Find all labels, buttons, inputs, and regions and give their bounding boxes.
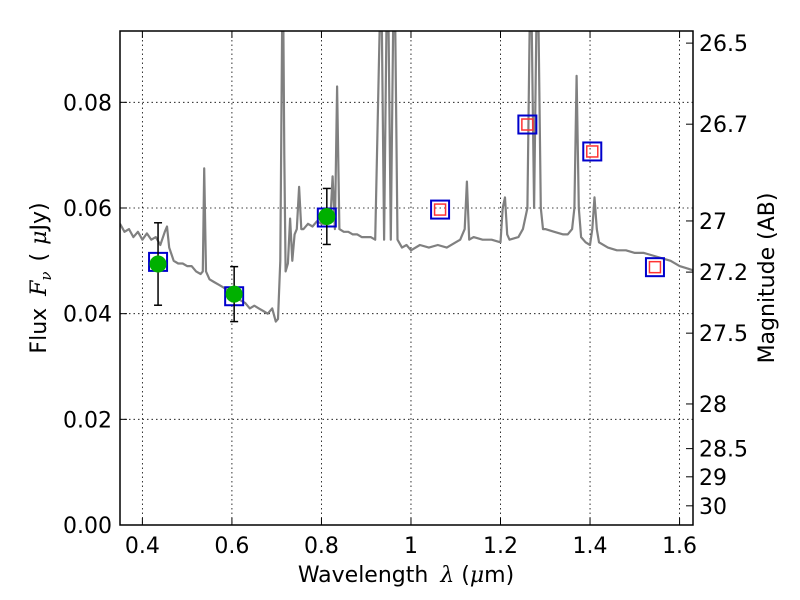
observed-photometry-point bbox=[225, 285, 243, 303]
x-tick-label: 1 bbox=[404, 534, 418, 559]
observed-photometry-point bbox=[318, 207, 336, 225]
upper-limit-marker bbox=[586, 145, 599, 158]
x-axis-label-symbol: λ bbox=[439, 563, 454, 588]
x-tick-label: 1.2 bbox=[483, 534, 518, 559]
magnitude-tick-label: 28.5 bbox=[699, 438, 748, 463]
magnitude-tick-label: 27.5 bbox=[699, 322, 748, 347]
x-tick-label: 0.6 bbox=[214, 534, 249, 559]
y-axis-label: Flux Fν ( μJy) bbox=[27, 202, 55, 353]
magnitude-tick-label: 27.2 bbox=[699, 261, 748, 286]
tick-marks bbox=[120, 31, 693, 526]
x-axis-label: Wavelength λ (μm) bbox=[298, 563, 514, 588]
x-tick-label: 0.4 bbox=[125, 534, 160, 559]
model-photometry-marker bbox=[582, 141, 603, 162]
magnitude-tick-labels: 26.5 26.7 27 27.2 27.5 28 28.5 29 30 bbox=[699, 32, 748, 520]
x-axis-label-text: Wavelength bbox=[298, 563, 429, 588]
marker-layer bbox=[148, 114, 665, 323]
magnitude-axis-label: Magnitude (AB) bbox=[755, 193, 780, 364]
magnitude-tick-label: 27 bbox=[699, 210, 727, 235]
y-tick-label: 0.02 bbox=[63, 408, 112, 433]
y-axis-label-text: Flux bbox=[27, 308, 52, 354]
upper-limit-marker bbox=[433, 203, 447, 216]
upper-limit-marker bbox=[521, 118, 534, 131]
y-tick-label: 0.04 bbox=[63, 303, 112, 328]
x-axis-label-unit-rest: m) bbox=[484, 563, 514, 588]
y-axis-label-unit-rest: Jy) bbox=[27, 202, 52, 232]
x-tick-label: 1.4 bbox=[573, 534, 608, 559]
magnitude-tick-label: 26.7 bbox=[699, 113, 748, 138]
x-tick-label: 0.8 bbox=[304, 534, 339, 559]
y-axis-label-unit-open: ( bbox=[27, 253, 52, 262]
spectrum-layer bbox=[120, 31, 693, 323]
magnitude-tick-label: 28 bbox=[699, 393, 727, 418]
x-tick-label: 1.6 bbox=[662, 534, 697, 559]
magnitude-tick-label: 29 bbox=[699, 466, 727, 491]
y-tick-label: 0.08 bbox=[63, 91, 112, 116]
y-axis-label-symbol-sub: ν bbox=[37, 271, 55, 280]
model-photometry-marker bbox=[644, 257, 665, 278]
plot-frame bbox=[119, 30, 694, 526]
y-tick-labels: 0.00 0.02 0.04 0.06 0.08 bbox=[63, 91, 112, 539]
observed-photometry-point bbox=[149, 255, 167, 273]
y-tick-label: 0.00 bbox=[63, 514, 112, 539]
y-axis-label-unit-mu: μ bbox=[27, 231, 52, 245]
x-axis-label-unit-open: ( bbox=[454, 563, 470, 588]
y-tick-label: 0.06 bbox=[63, 197, 112, 222]
x-axis-label-unit-mu: μ bbox=[470, 563, 484, 588]
x-tick-labels: 0.4 0.6 0.8 1 1.2 1.4 1.6 bbox=[125, 534, 697, 559]
gridlines bbox=[120, 31, 693, 525]
magnitude-tick-label: 30 bbox=[699, 495, 727, 520]
model-photometry-marker bbox=[430, 199, 451, 220]
model-photometry-marker bbox=[517, 114, 538, 135]
y-axis-label-symbol: F bbox=[27, 280, 52, 297]
upper-limit-marker bbox=[648, 260, 662, 274]
magnitude-tick-label: 26.5 bbox=[699, 32, 748, 57]
spectrum-line bbox=[120, 31, 693, 323]
